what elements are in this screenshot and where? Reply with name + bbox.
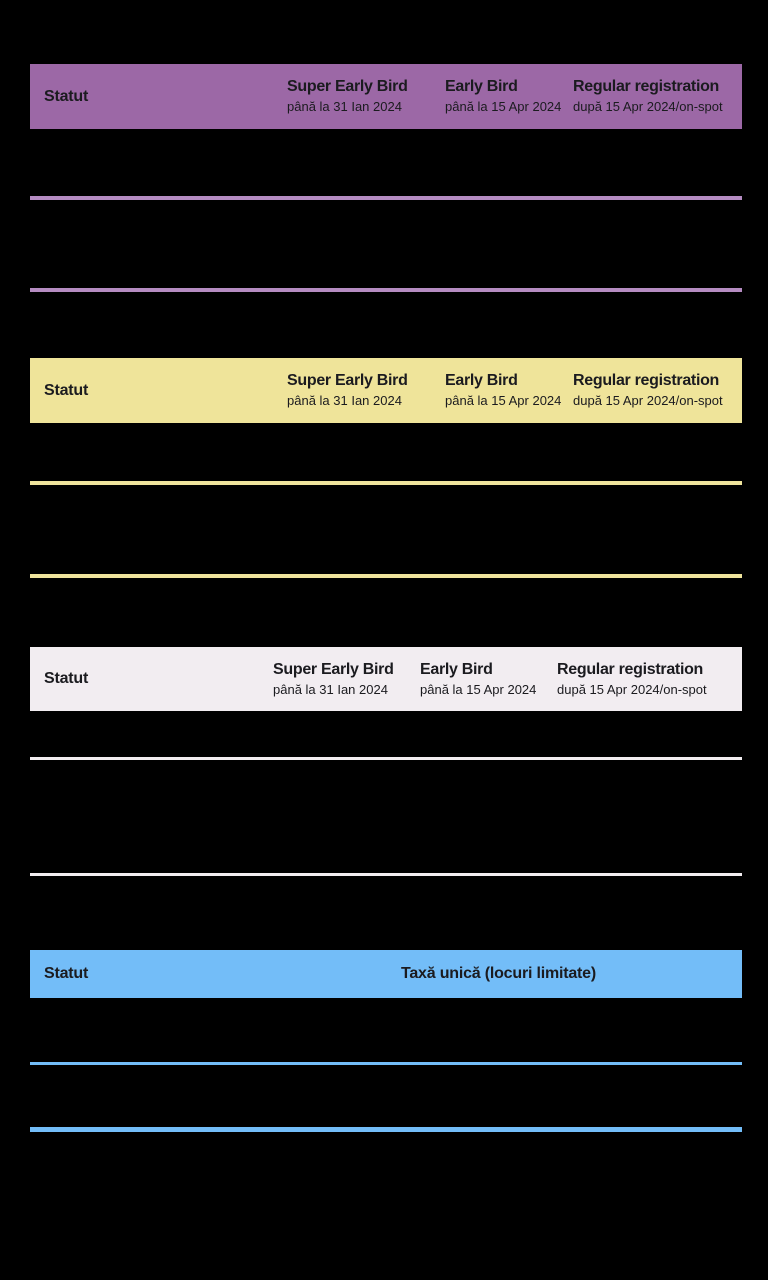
table-row [30, 711, 742, 760]
table-row [30, 760, 742, 876]
column-header-super-early-bird: Super Early Bird până la 31 Ian 2024 [287, 78, 445, 115]
table-row [30, 485, 742, 578]
column-subtitle: după 15 Apr 2024/on-spot [573, 393, 723, 409]
table-header-row: Statut Super Early Bird până la 31 Ian 2… [30, 647, 742, 711]
column-title: Regular registration [573, 78, 720, 95]
statut-header-cell: Statut [44, 965, 89, 982]
column-header-early-bird: Early Bird până la 15 Apr 2024 [445, 372, 573, 409]
column-title: Super Early Bird [273, 660, 394, 678]
statut-header-cell: Statut [44, 670, 89, 687]
column-title: Super Early Bird [287, 372, 408, 389]
column-header-early-bird: Early Bird până la 15 Apr 2024 [420, 661, 557, 698]
table-header-row: Statut Super Early Bird până la 31 Ian 2… [30, 358, 742, 423]
pricing-table-yellow: Statut Super Early Bird până la 31 Ian 2… [30, 358, 742, 578]
column-header-super-early-bird: Super Early Bird până la 31 Ian 2024 [287, 372, 445, 409]
table-row [30, 998, 742, 1065]
column-title: Super Early Bird [287, 78, 408, 95]
column-subtitle: până la 31 Ian 2024 [287, 99, 402, 115]
column-subtitle: până la 31 Ian 2024 [273, 681, 388, 697]
column-subtitle: până la 15 Apr 2024 [420, 681, 537, 697]
column-header-regular-registration: Regular registration după 15 Apr 2024/on… [557, 661, 742, 698]
table-header-row: Statut Super Early Bird până la 31 Ian 2… [30, 64, 742, 129]
column-title: Early Bird [445, 372, 518, 389]
column-subtitle: până la 15 Apr 2024 [445, 99, 562, 115]
statut-header-cell: Statut [44, 381, 89, 399]
column-title: Regular registration [573, 372, 720, 389]
column-title: Regular registration [557, 660, 704, 678]
column-subtitle: până la 31 Ian 2024 [287, 393, 402, 409]
pricing-table-single-fee: Statut Taxă unică (locuri limitate) [30, 950, 742, 1132]
table-row [30, 1065, 742, 1132]
statut-header-cell: Statut [44, 87, 89, 105]
pricing-table-white: Statut Super Early Bird până la 31 Ian 2… [30, 647, 742, 876]
column-subtitle: după 15 Apr 2024/on-spot [573, 99, 723, 115]
column-title: Early Bird [420, 660, 493, 678]
column-subtitle: până la 15 Apr 2024 [445, 393, 562, 409]
column-header-super-early-bird: Super Early Bird până la 31 Ian 2024 [273, 661, 420, 698]
pricing-table-purple: Statut Super Early Bird până la 31 Ian 2… [30, 64, 742, 292]
single-fee-header-cell: Taxă unică (locuri limitate) [400, 965, 597, 982]
table-row [30, 129, 742, 200]
table-row [30, 200, 742, 292]
table-row [30, 423, 742, 485]
column-header-regular-registration: Regular registration după 15 Apr 2024/on… [573, 78, 742, 115]
column-title: Early Bird [445, 78, 518, 95]
column-header-early-bird: Early Bird până la 15 Apr 2024 [445, 78, 573, 115]
column-header-regular-registration: Regular registration după 15 Apr 2024/on… [573, 372, 742, 409]
column-subtitle: după 15 Apr 2024/on-spot [557, 681, 707, 697]
table-header-row: Statut Taxă unică (locuri limitate) [30, 950, 742, 998]
